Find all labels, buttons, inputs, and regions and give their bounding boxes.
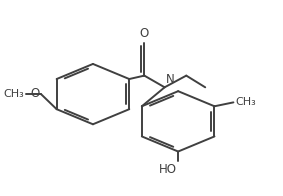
Text: O: O (140, 27, 149, 40)
Text: HO: HO (159, 163, 177, 176)
Text: O: O (30, 87, 40, 100)
Text: N: N (166, 73, 175, 86)
Text: CH₃: CH₃ (235, 97, 256, 107)
Text: CH₃: CH₃ (3, 89, 24, 99)
